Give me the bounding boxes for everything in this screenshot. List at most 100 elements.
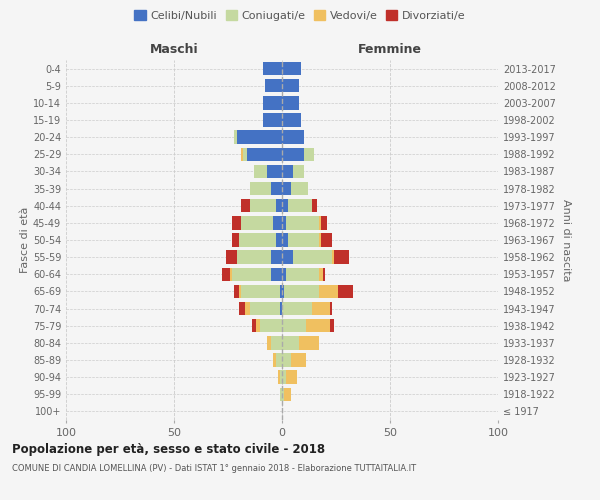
Bar [267, 336, 271, 349]
Bar [282, 62, 301, 76]
Bar [260, 319, 282, 332]
Bar [263, 62, 282, 76]
Text: COMUNE DI CANDIA LOMELLINA (PV) - Dati ISTAT 1° gennaio 2018 - Elaborazione TUTT: COMUNE DI CANDIA LOMELLINA (PV) - Dati I… [12, 464, 416, 473]
Bar [293, 250, 332, 264]
Bar [282, 388, 284, 401]
Bar [235, 130, 236, 144]
Bar [235, 284, 239, 298]
Bar [282, 130, 304, 144]
Bar [338, 284, 353, 298]
Bar [290, 182, 308, 196]
Bar [312, 302, 329, 316]
Bar [286, 370, 297, 384]
Bar [282, 284, 284, 298]
Y-axis label: Anni di nascita: Anni di nascita [561, 198, 571, 281]
Bar [289, 199, 312, 212]
Bar [319, 234, 321, 246]
Bar [323, 268, 325, 281]
Bar [282, 216, 286, 230]
Bar [232, 268, 271, 281]
Legend: Celibi/Nubili, Coniugati/e, Vedovi/e, Divorziati/e: Celibi/Nubili, Coniugati/e, Vedovi/e, Di… [130, 6, 470, 25]
Bar [282, 164, 293, 178]
Bar [280, 370, 282, 384]
Bar [284, 388, 290, 401]
Bar [247, 148, 282, 161]
Bar [282, 268, 286, 281]
Bar [239, 234, 275, 246]
Bar [274, 354, 275, 366]
Bar [254, 164, 267, 178]
Bar [230, 268, 232, 281]
Bar [282, 148, 304, 161]
Bar [282, 199, 289, 212]
Bar [236, 250, 271, 264]
Bar [319, 284, 338, 298]
Bar [282, 250, 293, 264]
Bar [226, 250, 236, 264]
Bar [334, 250, 349, 264]
Bar [282, 354, 290, 366]
Bar [271, 336, 282, 349]
Bar [286, 216, 319, 230]
Bar [282, 302, 312, 316]
Bar [282, 370, 286, 384]
Bar [239, 284, 241, 298]
Bar [263, 114, 282, 126]
Y-axis label: Fasce di età: Fasce di età [20, 207, 30, 273]
Bar [321, 216, 328, 230]
Bar [332, 250, 334, 264]
Bar [271, 182, 282, 196]
Bar [282, 319, 306, 332]
Bar [250, 199, 275, 212]
Bar [306, 319, 329, 332]
Bar [282, 234, 289, 246]
Bar [282, 182, 290, 196]
Bar [250, 302, 280, 316]
Bar [275, 234, 282, 246]
Bar [241, 199, 250, 212]
Bar [236, 130, 282, 144]
Bar [299, 336, 319, 349]
Bar [241, 148, 243, 161]
Bar [241, 216, 274, 230]
Bar [241, 284, 280, 298]
Bar [250, 182, 271, 196]
Bar [271, 250, 282, 264]
Bar [280, 302, 282, 316]
Bar [284, 284, 319, 298]
Bar [271, 268, 282, 281]
Bar [265, 79, 282, 92]
Bar [275, 354, 282, 366]
Bar [290, 354, 306, 366]
Bar [289, 234, 319, 246]
Bar [232, 234, 239, 246]
Bar [278, 370, 280, 384]
Bar [312, 199, 317, 212]
Bar [282, 96, 299, 110]
Bar [252, 319, 256, 332]
Bar [256, 319, 260, 332]
Bar [263, 96, 282, 110]
Bar [282, 336, 299, 349]
Bar [286, 268, 319, 281]
Bar [280, 284, 282, 298]
Bar [245, 302, 250, 316]
Bar [282, 79, 299, 92]
Text: Maschi: Maschi [149, 44, 199, 57]
Bar [319, 216, 321, 230]
Text: Popolazione per età, sesso e stato civile - 2018: Popolazione per età, sesso e stato civil… [12, 442, 325, 456]
Bar [293, 164, 304, 178]
Bar [329, 319, 334, 332]
Bar [304, 148, 314, 161]
Bar [280, 388, 282, 401]
Bar [329, 302, 332, 316]
Bar [319, 268, 323, 281]
Bar [282, 114, 301, 126]
Bar [232, 216, 241, 230]
Bar [321, 234, 332, 246]
Bar [274, 216, 282, 230]
Bar [221, 268, 230, 281]
Bar [243, 148, 247, 161]
Bar [267, 164, 282, 178]
Bar [239, 302, 245, 316]
